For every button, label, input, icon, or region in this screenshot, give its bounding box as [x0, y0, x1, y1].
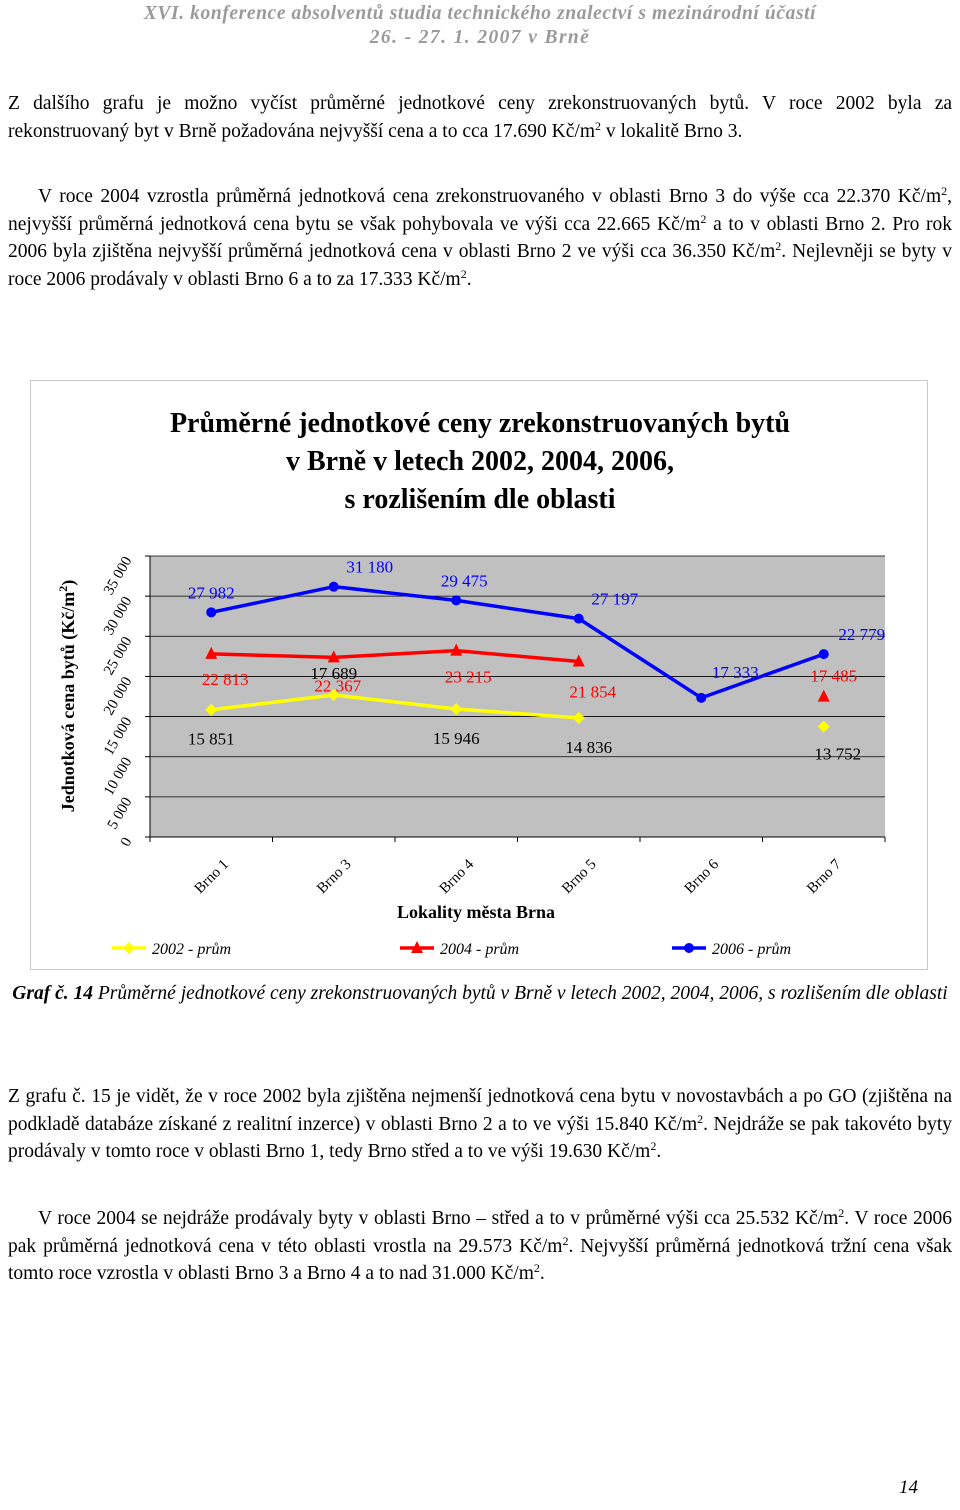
y-tick-label: 20 000	[101, 674, 135, 718]
superscript: 2	[697, 1111, 704, 1126]
superscript: 2	[775, 239, 782, 253]
data-label: 17 689	[310, 664, 357, 683]
data-point	[572, 711, 585, 724]
paragraph-3: Z grafu č. 15 je vidět, že v roce 2002 b…	[8, 1083, 952, 1166]
superscript: 2	[700, 211, 707, 226]
superscript: 2	[562, 1233, 569, 1248]
y-tick-label: 0	[118, 835, 136, 849]
data-label: 29 475	[441, 571, 488, 590]
y-tick-label: 35 000	[101, 554, 135, 598]
x-tick-label: Brno 4	[437, 856, 478, 897]
data-label: 13 752	[814, 745, 861, 764]
superscript: 2	[650, 1139, 657, 1153]
series-line	[211, 648, 579, 664]
data-label: 31 180	[346, 558, 393, 577]
paragraph-4-text-a: V roce 2004 se nejdráže prodávaly byty v…	[38, 1208, 839, 1229]
y-axis-title: Jednotková cena bytů (Kč/m2)	[56, 580, 79, 813]
data-label: 23 215	[445, 668, 492, 687]
series-line	[211, 693, 579, 720]
legend-marker	[123, 942, 135, 954]
price-line-chart: Průměrné jednotkové ceny zrekonstruovaný…	[56, 408, 886, 958]
data-point	[450, 702, 463, 715]
superscript: 2	[595, 118, 601, 133]
paragraph-2-text-a: V roce 2004 vzrostla průměrná jednotková…	[38, 186, 942, 207]
x-tick-label: Brno 6	[682, 856, 723, 897]
header-line-1: XVI. konference absolventů studia techni…	[143, 3, 817, 24]
plot-area	[150, 556, 885, 837]
superscript: 2	[533, 1261, 540, 1275]
legend-marker	[411, 941, 423, 953]
data-point	[328, 581, 339, 592]
paragraph-4-text-d: .	[539, 1263, 545, 1284]
y-tick-label: 10 000	[101, 755, 135, 799]
paragraph-2-text-b: , nejvyšší průměrná jednotková cena bytu…	[8, 186, 952, 235]
paragraph-1-text-a: Z dalšího grafu je možno vyčíst průměrné…	[8, 93, 952, 142]
data-label: 21 854	[569, 683, 616, 702]
data-point	[327, 650, 340, 663]
data-label: 22 367	[314, 676, 361, 695]
superscript: 2	[460, 266, 467, 281]
chart-title-line: Průměrné jednotkové ceny zrekonstruovaný…	[170, 408, 790, 439]
caption-text: Průměrné jednotkové ceny zrekonstruovaný…	[92, 983, 948, 1004]
legend-label: 2004 - prům	[440, 941, 519, 958]
paragraph-3-text-b: . Nejdráže se pak takovéto byty prodával…	[8, 1113, 952, 1163]
data-label: 22 779	[838, 625, 885, 644]
data-label: 17 333	[712, 663, 759, 682]
superscript: 2	[941, 184, 948, 198]
data-label: 14 836	[565, 738, 612, 757]
header-line-2: 26. - 27. 1. 2007 v Brně	[369, 27, 591, 48]
superscript: 2	[838, 1206, 845, 1220]
paragraph-4-text-b: . V roce 2006 pak průměrná jednotková ce…	[8, 1208, 952, 1257]
x-axis-title: Lokality města Brna	[397, 902, 555, 922]
data-label: 27 197	[591, 590, 638, 609]
data-point	[817, 689, 830, 702]
paragraph-1-text-b: v lokalitě Brno 3.	[601, 120, 743, 142]
data-point	[451, 595, 462, 606]
x-tick-label: Brno 3	[314, 857, 354, 897]
y-tick-label: 25 000	[101, 634, 135, 678]
paragraph-3-text-c: .	[656, 1141, 662, 1162]
series-line	[210, 584, 825, 700]
y-tick-label: 5 000	[105, 795, 136, 832]
figure-caption: Graf č. 14 Průměrné jednotkové ceny zrek…	[0, 980, 960, 1007]
data-label: 27 982	[188, 583, 235, 602]
data-point	[572, 654, 585, 667]
chart-title-line: v Brně v letech 2002, 2004, 2006,	[286, 446, 674, 477]
legend-label: 2006 - prům	[712, 941, 791, 958]
paragraph-2-text-d: . Nejlevněji se byty v roce 2006 prodáva…	[8, 241, 952, 290]
page-number: 14	[899, 1477, 918, 1498]
y-tick-label: 30 000	[101, 594, 135, 638]
data-point	[573, 613, 584, 624]
data-point	[206, 607, 217, 618]
data-label: 22 813	[202, 670, 249, 689]
data-point	[817, 720, 830, 733]
paragraph-4-text-c: . Nejvyšší průměrná jednotková tržní cen…	[8, 1235, 952, 1285]
data-point	[696, 692, 707, 703]
data-label: 15 946	[433, 729, 480, 748]
data-point	[205, 646, 218, 659]
data-point	[818, 649, 829, 660]
legend-label: 2002 - prům	[152, 941, 231, 958]
paragraph-3-text-a: Z grafu č. 15 je vidět, že v roce 2002 b…	[8, 1086, 952, 1135]
data-label: 17 485	[810, 667, 857, 686]
legend-marker	[684, 943, 694, 953]
data-point	[450, 643, 463, 656]
paragraph-1: Z dalšího grafu je možno vyčíst průměrné…	[8, 90, 952, 145]
caption-lead: Graf č. 14	[12, 983, 93, 1004]
data-point	[327, 688, 340, 701]
data-point	[205, 703, 218, 716]
paragraph-2: V roce 2004 vzrostla průměrná jednotková…	[8, 183, 952, 293]
paragraph-4: V roce 2004 se nejdráže prodávaly byty v…	[8, 1205, 952, 1288]
x-tick-label: Brno 1	[192, 857, 232, 897]
chart-title-line: s rozlišením dle oblasti	[345, 484, 616, 515]
data-label: 15 851	[188, 730, 235, 749]
x-tick-label: Brno 7	[804, 856, 845, 897]
chart-frame	[30, 380, 928, 970]
paragraph-2-text-e: .	[466, 268, 472, 290]
y-tick-label: 15 000	[101, 715, 135, 759]
x-tick-label: Brno 5	[559, 857, 599, 897]
paragraph-2-text-c: a to v oblasti Brno 2. Pro rok 2006 byla…	[8, 213, 953, 263]
page-header: XVI. konference absolventů studia techni…	[0, 2, 960, 50]
